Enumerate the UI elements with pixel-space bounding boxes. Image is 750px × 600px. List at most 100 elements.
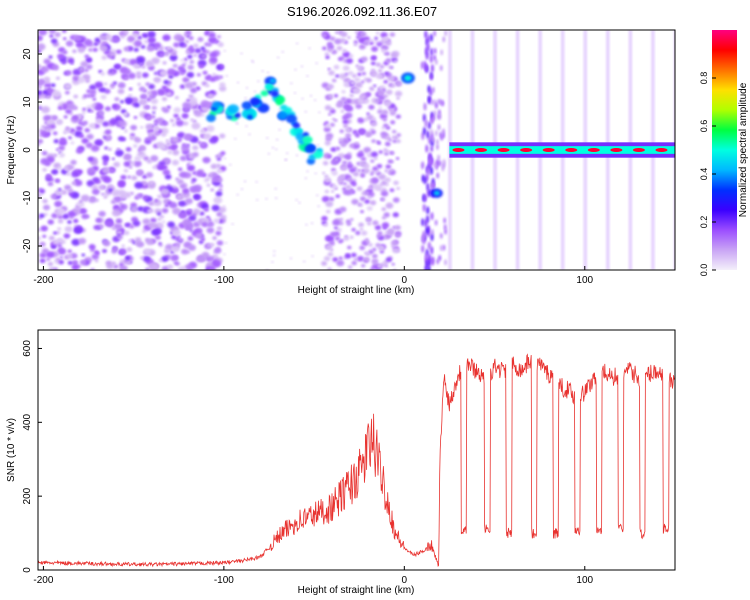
spectrogram-cell xyxy=(104,146,109,150)
spectrogram-cell xyxy=(342,48,347,53)
spectrogram-cell xyxy=(216,226,223,231)
spectrogram-cell xyxy=(430,246,434,255)
spectrogram-cell xyxy=(58,152,65,158)
spectrogram-cell xyxy=(339,73,347,80)
spectrogram-cell xyxy=(327,83,334,90)
spectrogram-cell xyxy=(86,58,92,62)
spectrogram-cell xyxy=(255,198,259,201)
spectrogram-cell xyxy=(316,144,319,147)
spectrogram-cell xyxy=(38,188,42,191)
spectrogram-cell xyxy=(324,105,332,111)
spectrogram-cell xyxy=(334,226,338,230)
spectrogram-cell xyxy=(361,264,366,268)
spectrogram-cell xyxy=(201,222,208,228)
spectrogram-cell xyxy=(100,94,107,100)
spectrogram-cell xyxy=(43,76,51,82)
spectrogram-cell xyxy=(374,157,378,161)
spectrogram-cell xyxy=(347,70,354,76)
spectrogram-cell xyxy=(193,43,199,48)
spectrogram-cell xyxy=(133,63,141,70)
spectrogram-cell xyxy=(173,113,179,118)
spectrogram-cell xyxy=(150,155,159,162)
spectrogram-cell xyxy=(111,261,116,266)
spectrogram-cell xyxy=(391,263,395,266)
spectrogram-cell xyxy=(431,99,435,106)
spectrogram-cell xyxy=(437,98,441,105)
spectrogram-cell xyxy=(112,246,119,251)
spectrogram-cell xyxy=(123,153,132,161)
spectrogram-cell xyxy=(323,223,328,227)
spectrogram-cell xyxy=(104,219,114,227)
spectrogram-cell xyxy=(145,123,154,130)
spectrogram-cell xyxy=(422,127,427,136)
spectrogram-cell xyxy=(373,84,377,88)
spectrogram-cell xyxy=(213,247,222,254)
spectrogram-cell xyxy=(111,36,121,43)
spectrogram-cell xyxy=(69,112,73,116)
spectrogram-cell xyxy=(387,171,391,174)
spectrogram-cell xyxy=(393,60,397,63)
spectrogram-cell xyxy=(71,132,75,135)
spectrogram-cell xyxy=(210,163,218,170)
spectrogram-cell xyxy=(349,54,354,58)
spectrogram-cell xyxy=(101,55,107,60)
spectrogram-cell xyxy=(218,85,227,92)
spectrogram-cell xyxy=(77,120,83,125)
spectrogram-cell xyxy=(201,113,205,117)
spectrogram-cell xyxy=(146,45,155,52)
spectrogram-cell xyxy=(216,157,222,161)
spectrogram-cell xyxy=(380,190,389,197)
spectrogram-cell xyxy=(384,149,390,154)
spectrogram-cell xyxy=(396,133,402,137)
spectrogram-cell xyxy=(313,150,324,159)
spectrogram-cell xyxy=(430,145,434,152)
spectrogram-cell xyxy=(189,229,193,232)
spectrogram-cell xyxy=(274,197,278,200)
spectrogram-cell xyxy=(421,218,425,227)
spectrogram-cell xyxy=(90,109,94,113)
spectrogram-cell xyxy=(92,97,97,101)
spectrogram-cell xyxy=(189,60,195,64)
spectrogram-cell xyxy=(192,145,199,151)
spectrogram-cell xyxy=(212,236,217,240)
chart-title: S196.2026.092.11.36.E07 xyxy=(287,4,437,19)
spectrogram-cell xyxy=(366,114,374,121)
spectrogram-cell xyxy=(429,33,433,42)
spectrogram-cell xyxy=(123,112,129,117)
spectrogram-cell xyxy=(94,103,104,111)
spectrogram-cell xyxy=(381,222,390,229)
spectrogram-cell xyxy=(111,157,115,161)
spectrogram-cell xyxy=(81,253,86,257)
spectrogram-cell xyxy=(203,133,212,140)
spectrogram-cell xyxy=(437,113,441,120)
spectrogram-cell xyxy=(364,251,368,255)
spectrogram-cell xyxy=(185,154,190,158)
spectrogram-cell xyxy=(219,184,223,188)
spectrogram-cell xyxy=(356,151,365,158)
spectrogram-cell xyxy=(206,114,216,123)
spectrogram-cell xyxy=(143,39,149,44)
spectrogram-cell xyxy=(164,174,172,180)
spectrogram-cell xyxy=(361,71,367,76)
spectrogram-cell xyxy=(436,159,439,166)
spectrogram-cell xyxy=(381,135,386,139)
spectrogram-cell xyxy=(332,219,341,226)
spectrogram-cell xyxy=(157,89,165,96)
spectrogram-cell xyxy=(218,188,223,192)
spectrogram-cell xyxy=(83,94,88,98)
spectrogram-cell xyxy=(50,38,58,44)
spectrogram-cell xyxy=(53,139,59,144)
spectrogram-cell xyxy=(75,41,83,48)
spectrogram-cell xyxy=(196,73,201,77)
spectrogram-cell xyxy=(45,128,50,133)
spectrogram-cell xyxy=(220,65,224,68)
spectrogram-cell xyxy=(353,40,358,44)
spectrogram-cell xyxy=(359,31,367,38)
spectrogram-cell xyxy=(38,228,41,232)
spectrogram-cell xyxy=(304,144,316,154)
spectrogram-cell xyxy=(255,180,258,183)
spectrogram-cell xyxy=(153,76,162,83)
spectrogram-cell xyxy=(385,58,392,63)
spectrogram-cell xyxy=(38,213,45,219)
spectrogram-cell xyxy=(223,205,226,208)
